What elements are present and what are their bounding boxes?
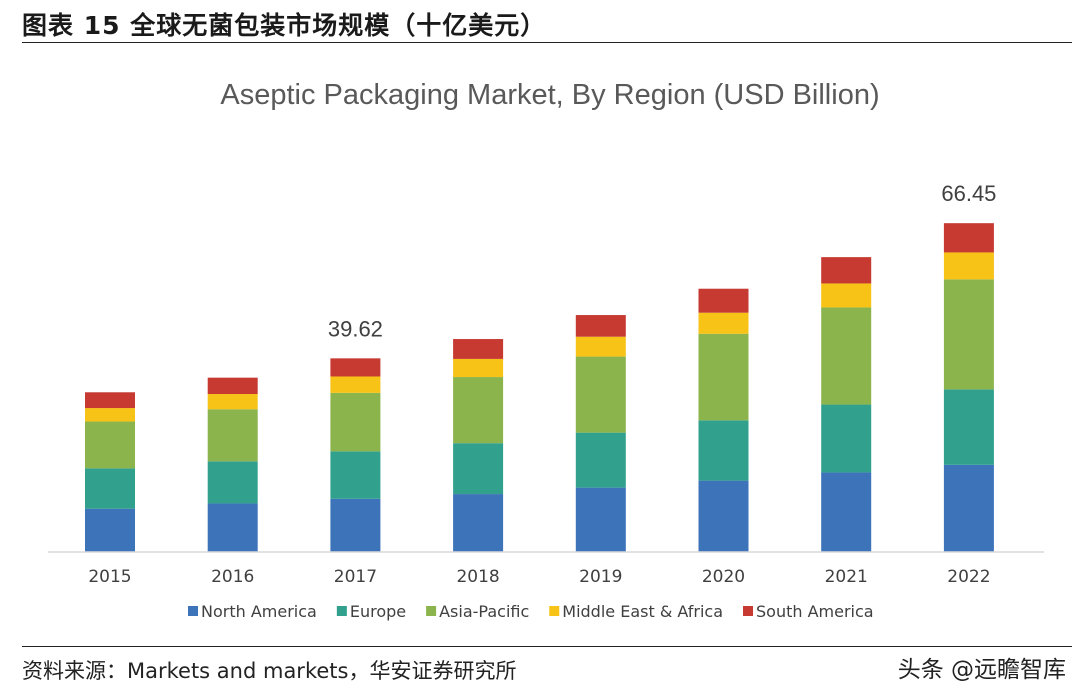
bar-segment-2021-south-america [821,257,872,284]
bar-segment-2019-south-america [575,315,626,337]
x-axis-ticks: 2015 2016 2017 2018 2019 2020 2021 2022 [88,567,990,587]
legend-item-europe: Europe [336,602,406,621]
x-tick-label: 2020 [702,567,745,587]
bar-segment-2017-middle-east-africa [330,376,381,393]
bar-segment-2020-south-america [698,288,749,313]
bar-segment-2018-europe [453,443,504,495]
bar-segment-2018-north-america [453,494,504,552]
bar-segment-2022-north-america [943,464,994,552]
bar-segment-2021-europe [821,404,872,473]
bar-segment-2019-asia-pacific [575,356,626,433]
bar-segment-2022-europe [943,389,994,465]
bar-segment-2017-north-america [330,498,381,552]
bar-segment-2019-middle-east-africa [575,336,626,357]
x-tick-label: 2019 [579,567,622,587]
bar-segment-2021-middle-east-africa [821,283,872,308]
x-tick-label: 2016 [211,567,254,587]
bar-segment-2019-europe [575,432,626,488]
bar-segment-2016-south-america [207,377,258,395]
bottom-rule [22,646,1072,647]
bar-segment-2022-asia-pacific [943,279,994,390]
bar-segment-2016-asia-pacific [207,409,258,462]
x-tick-label: 2015 [88,567,131,587]
bar-segment-2015-middle-east-africa [85,408,135,422]
figure-title: 图表 15 全球无菌包装市场规模（十亿美元） [22,11,547,40]
legend-label: South America [756,602,874,621]
legend-item-south-america: South America [743,602,874,621]
bar-segment-2018-middle-east-africa [453,358,504,378]
bar-segment-2018-asia-pacific [453,377,504,444]
bar-segment-2017-south-america [330,358,381,377]
bar-segment-2019-north-america [575,487,626,552]
bar-segment-2021-north-america [821,472,872,552]
legend-swatch [426,606,437,616]
legend-swatch [549,606,560,616]
bar-segment-2016-north-america [207,503,258,552]
source-note: 资料来源：Markets and markets，华安证券研究所 [22,659,517,683]
stacked-bar-chart: Aseptic Packaging Market, By Region (USD… [48,79,1044,621]
legend-swatch [743,606,754,616]
bar-segment-2022-south-america [943,223,994,253]
x-tick-label: 2022 [947,567,990,587]
data-label-total: 66.45 [941,181,996,206]
bar-segment-2020-north-america [698,480,749,552]
legend-item-middle-east-africa: Middle East & Africa [549,602,723,621]
legend-label: Asia-Pacific [439,602,529,621]
bar-segment-2018-south-america [453,339,504,359]
bar-segment-2015-north-america [85,508,135,552]
watermark: 头条 @远瞻智库 [897,657,1066,683]
bar-segment-2015-south-america [85,392,135,409]
bar-segment-2020-europe [698,420,749,481]
bar-segment-2015-asia-pacific [85,421,135,469]
x-tick-label: 2017 [334,567,377,587]
bar-segment-2015-europe [85,468,135,509]
legend-label: Europe [350,602,406,621]
top-rule [22,42,1072,43]
legend-item-asia-pacific: Asia-Pacific [426,602,529,621]
data-labels: 39.62 66.45 [328,181,997,341]
bar-segment-2017-europe [330,451,381,499]
legend-label: North America [201,602,317,621]
bars-group [85,223,994,552]
bar-segment-2017-asia-pacific [330,392,381,452]
legend: North America Europe Asia-Pacific Middle Ea… [188,602,874,621]
data-label-total: 39.62 [328,316,383,341]
legend-item-north-america: North America [188,602,317,621]
legend-label: Middle East & Africa [562,602,723,621]
chart-title: Aseptic Packaging Market, By Region (USD… [220,79,879,111]
x-tick-label: 2021 [825,567,868,587]
bar-segment-2021-asia-pacific [821,307,872,405]
x-tick-label: 2018 [456,567,499,587]
bar-segment-2022-middle-east-africa [943,252,994,280]
legend-swatch [336,606,347,616]
bar-segment-2020-asia-pacific [698,333,749,421]
bar-segment-2016-europe [207,461,258,504]
legend-swatch [188,606,198,616]
bar-segment-2016-middle-east-africa [207,394,258,410]
bar-segment-2020-middle-east-africa [698,312,749,334]
